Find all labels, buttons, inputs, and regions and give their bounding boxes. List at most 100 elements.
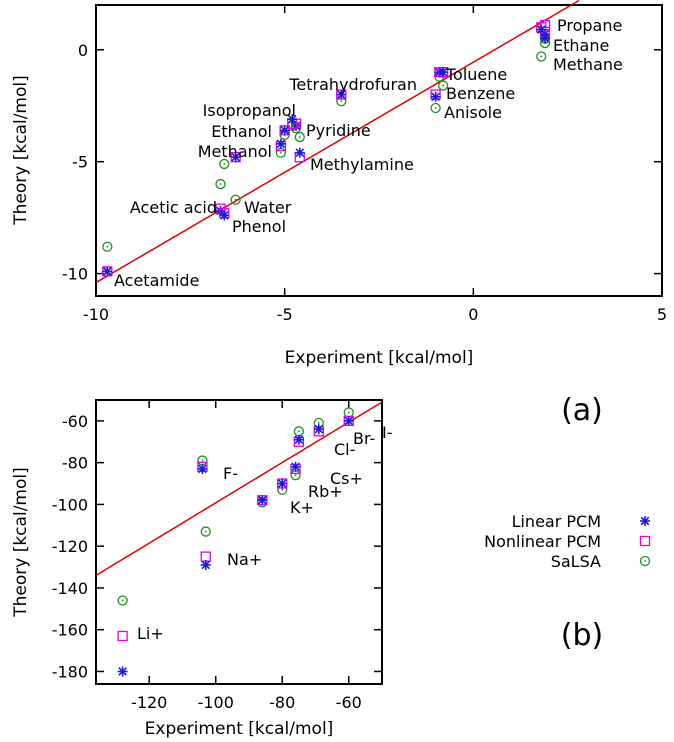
panel-a-point-linear-isopropanol	[287, 114, 298, 125]
panel-b-y-tick-label: -100	[52, 495, 88, 514]
panel-a-point-salsa-anisole	[430, 102, 441, 114]
panel-a-caption: (a)	[561, 393, 603, 428]
panel-a-x-tick-label: 5	[657, 305, 667, 324]
panel-a-point-linear-water	[230, 152, 241, 163]
panel-a-y-tick-label: 0	[78, 41, 88, 60]
panel-a-x-axis-label: Experiment [kcal/mol]	[285, 348, 474, 368]
panel-b-label-clminus: Cl-	[334, 440, 355, 459]
panel-b-point-salsa-clminus	[293, 426, 305, 437]
panel-b-point-nonlinear-liplus	[117, 630, 128, 642]
legend-marker-salsa	[639, 555, 651, 567]
legend-label-linear-pcm: Linear PCM	[512, 512, 601, 531]
panel-a-point-linear-anisole	[430, 91, 441, 102]
panel-a-label-ethane: Ethane	[553, 36, 609, 55]
panel-a-label-propane: Propane	[557, 16, 622, 35]
panel-a-label-benzene: Benzene	[446, 84, 515, 103]
panel-a-point-salsa-methane	[536, 51, 547, 62]
panel-b-x-tick-label: -60	[336, 693, 362, 712]
panel-a-point-linear-methanol	[275, 138, 286, 149]
panel-b-point-salsa-iminus	[343, 407, 354, 418]
panel-b-label-naplus: Na+	[227, 550, 262, 569]
panel-a-y-tick-label: -5	[72, 153, 88, 172]
panel-a-label-methylamine: Methylamine	[310, 155, 414, 174]
panel-b-point-salsa-csplus	[290, 470, 301, 481]
panel-a-point-salsa-acetamide	[102, 241, 113, 252]
panel-a-point-linear-acetamide	[102, 266, 113, 277]
panel-b-y-tick-label: -60	[62, 412, 88, 431]
panel-a-label-acetic-acid: Acetic acid	[130, 198, 217, 217]
panel-a-point-linear-benzene	[438, 67, 449, 78]
legend-marker-linear-pcm	[640, 516, 650, 526]
panel-a-label-phenol: Phenol	[232, 217, 286, 236]
panel-a-point-salsa-acetic-acid	[215, 178, 226, 190]
panel-a-point-salsa-benzene	[437, 80, 449, 91]
panel-b-point-linear-clminus	[293, 434, 304, 445]
panel-b-point-nonlinear-naplus	[200, 551, 211, 562]
panel-b-label-iminus: I-	[382, 423, 393, 442]
panel-a-y-tick-label: -10	[62, 265, 88, 284]
panel-b-point-linear-iminus	[343, 415, 354, 426]
panel-b-y-tick-label: -180	[52, 662, 88, 681]
panel-a-fit-line	[95, 0, 580, 284]
panel-a-point-salsa-methylamine	[294, 131, 305, 143]
panel-b-y-tick-label: -80	[62, 454, 88, 473]
legend-label-salsa: SaLSA	[551, 552, 601, 571]
panel-b-y-tick-label: -120	[52, 537, 88, 556]
panel-a-x-tick-label: 0	[468, 305, 478, 324]
panel-a-point-salsa-phenol	[219, 158, 230, 170]
panel-b-x-tick-label: -100	[198, 693, 234, 712]
panel-a-point-linear-methylamine	[294, 147, 305, 158]
panel-a-frame	[95, 4, 663, 297]
panel-b-y-axis-label: Theory [kcal/mol]	[11, 467, 31, 617]
panel-a-point-salsa-methanol	[275, 147, 287, 158]
legend-label-nonlinear-pcm: Nonlinear PCM	[484, 532, 601, 551]
panel-b-label-liplus: Li+	[137, 624, 164, 643]
panel-b-data-points	[117, 407, 354, 677]
panel-b-point-salsa-naplus	[200, 526, 211, 537]
panel-a-point-linear-methane	[536, 24, 547, 35]
panel-a-point-linear-ethanol	[279, 125, 290, 136]
panel-a-point-linear-tetrahydrofuran	[336, 89, 347, 100]
panel-b-point-linear-rbplus	[277, 478, 288, 489]
panel-b-point-labels: I- Br-Cl- Cs+Rb+K+ F- Na+ Li+	[137, 423, 393, 643]
panel-a-label-methane: Methane	[553, 55, 623, 74]
panel-b-x-tick-label: -80	[269, 693, 295, 712]
panel-a-label-ethanol: Ethanol	[211, 122, 272, 141]
panel-a-label-water: Water	[244, 198, 292, 217]
panel-b-label-rbplus: Rb+	[308, 482, 343, 501]
panel-b-label-csplus: Cs+	[330, 469, 363, 488]
panel-b-fit-line	[95, 401, 383, 577]
panel-b-y-tick-label: -160	[52, 621, 88, 640]
panel-a-label-pyridine: Pyridine	[306, 121, 371, 140]
legend-marker-nonlinear-pcm	[639, 535, 651, 547]
panel-b-point-salsa-liplus	[117, 595, 128, 606]
legend-markers	[639, 516, 651, 567]
panel-a-label-acetamide: Acetamide	[114, 271, 199, 290]
panel-a-label-isopropanol: Isopropanol	[203, 101, 296, 120]
panel-b-x-tick-label: -120	[131, 693, 167, 712]
panel-a-x-tick-label: -5	[277, 305, 293, 324]
panel-a-label-anisole: Anisole	[444, 103, 502, 122]
panel-b-point-linear-liplus	[117, 666, 128, 677]
panel-b: -120 -100 -80 -60 -180 -160 -140 -120 -100 -80 -60…	[11, 399, 393, 739]
panel-a-data-points	[102, 19, 551, 277]
panel-b-point-linear-kplus	[257, 495, 268, 506]
panel-b-point-linear-fminus	[197, 463, 208, 474]
panel-a-label-tetrahydrofuran: Tetrahydrofuran	[288, 75, 417, 94]
panel-a-x-tick-label: -10	[83, 305, 109, 324]
panel-a-point-linear-ethane	[540, 33, 551, 44]
panel-b-caption: (b)	[561, 618, 603, 653]
panel-b-point-linear-csplus	[290, 461, 301, 472]
panel-a-point-linear-phenol	[219, 210, 230, 221]
panel-a-label-toluene: Toluene	[445, 65, 507, 84]
panel-a-axis-ticks: -10 -5 0 5 -10 -5 0	[62, 5, 667, 324]
panel-b-frame	[95, 399, 383, 685]
legend: Linear PCM Nonlinear PCM SaLSA	[484, 512, 651, 571]
panel-b-point-linear-brminus	[313, 424, 324, 435]
panel-b-y-tick-label: -140	[52, 579, 88, 598]
panel-a-y-axis-label: Theory [kcal/mol]	[11, 75, 31, 225]
panel-b-label-kplus: K+	[290, 498, 314, 517]
